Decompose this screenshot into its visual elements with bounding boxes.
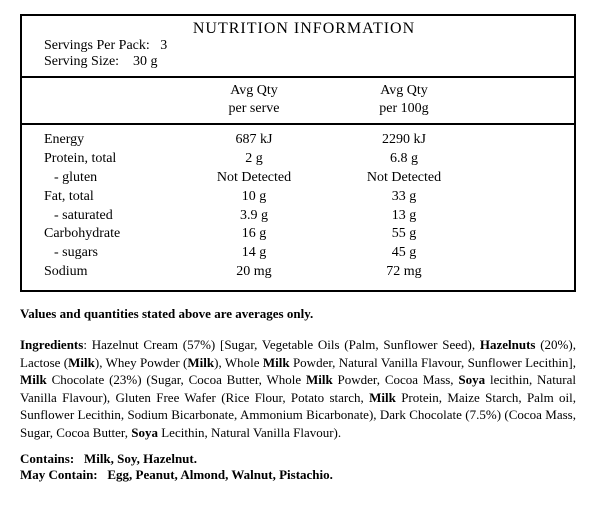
row-value-serve: Not Detected [179,169,329,188]
servings-per-pack-label: Servings Per Pack: [44,38,150,53]
table-row: - sugars14 g45 g [44,244,564,263]
contains-label: Contains: [20,451,74,466]
row-value-per100: 33 g [329,188,479,207]
panel-header: NUTRITION INFORMATION Servings Per Pack:… [22,16,574,78]
column-headers: Avg Qty per serve Avg Qty per 100g [22,78,574,125]
row-label: - saturated [44,207,179,226]
nutrition-panel: NUTRITION INFORMATION Servings Per Pack:… [20,14,576,292]
servings-per-pack: Servings Per Pack: 3 [44,38,564,54]
row-value-serve: 10 g [179,188,329,207]
table-row: Carbohydrate16 g55 g [44,225,564,244]
serving-size-label: Serving Size: [44,54,119,69]
table-row: - glutenNot DetectedNot Detected [44,169,564,188]
averages-note: Values and quantities stated above are a… [20,306,576,322]
col-header-per100: Avg Qty per 100g [329,82,479,117]
may-contain-line: May Contain: Egg, Peanut, Almond, Walnut… [20,467,576,483]
row-value-serve: 14 g [179,244,329,263]
nutrition-rows: Energy687 kJ2290 kJProtein, total2 g6.8 … [22,125,574,290]
ingredients-block: Ingredients: Hazelnut Cream (57%) [Sugar… [20,336,576,441]
row-label: Fat, total [44,188,179,207]
serving-size: Serving Size: 30 g [44,54,564,70]
row-value-per100: 45 g [329,244,479,263]
row-label: Energy [44,131,179,150]
row-value-per100: 55 g [329,225,479,244]
table-row: - saturated3.9 g13 g [44,207,564,226]
table-row: Fat, total10 g33 g [44,188,564,207]
row-label: Protein, total [44,150,179,169]
row-value-serve: 20 mg [179,263,329,282]
table-row: Energy687 kJ2290 kJ [44,131,564,150]
row-value-per100: Not Detected [329,169,479,188]
may-contain-label: May Contain: [20,467,98,482]
row-value-per100: 2290 kJ [329,131,479,150]
row-label: Carbohydrate [44,225,179,244]
row-value-serve: 3.9 g [179,207,329,226]
panel-title: NUTRITION INFORMATION [44,20,564,38]
servings-per-pack-value: 3 [160,38,167,53]
table-row: Sodium20 mg72 mg [44,263,564,282]
row-value-per100: 13 g [329,207,479,226]
row-value-serve: 2 g [179,150,329,169]
contains-value: Milk, Soy, Hazelnut. [84,451,197,466]
row-label: - gluten [44,169,179,188]
ingredients-text: Hazelnut Cream (57%) [Sugar, Vegetable O… [20,337,576,440]
row-label: - sugars [44,244,179,263]
may-contain-value: Egg, Peanut, Almond, Walnut, Pistachio. [107,467,333,482]
row-value-per100: 6.8 g [329,150,479,169]
col-header-serve: Avg Qty per serve [179,82,329,117]
row-value-serve: 16 g [179,225,329,244]
serving-size-value: 30 g [133,54,158,69]
row-value-serve: 687 kJ [179,131,329,150]
contains-line: Contains: Milk, Soy, Hazelnut. [20,451,576,467]
row-label: Sodium [44,263,179,282]
ingredients-label: Ingredients [20,337,83,352]
row-value-per100: 72 mg [329,263,479,282]
table-row: Protein, total2 g6.8 g [44,150,564,169]
